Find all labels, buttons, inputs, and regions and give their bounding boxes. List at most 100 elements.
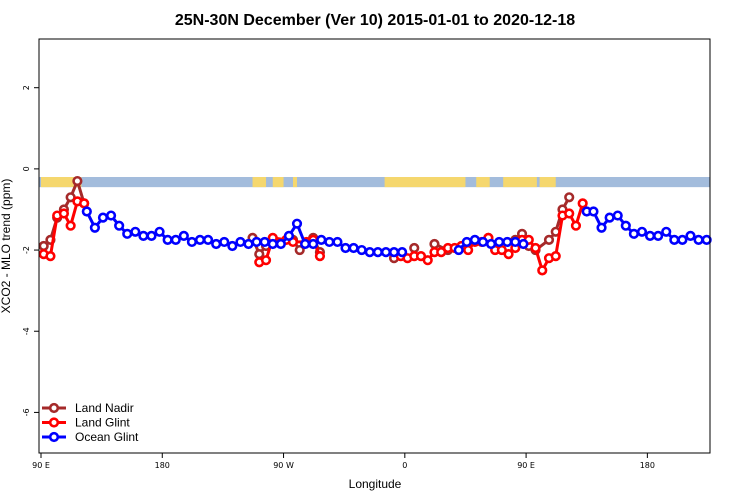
data-point	[79, 198, 90, 209]
data-point	[154, 226, 165, 237]
data-point	[202, 234, 214, 246]
land-span	[384, 177, 466, 188]
data-point	[316, 234, 327, 246]
data-point	[503, 249, 514, 260]
data-point	[463, 244, 474, 256]
legend-swatch-marker	[48, 431, 60, 443]
data-point	[267, 238, 278, 250]
data-point	[294, 244, 305, 256]
legend-item: Ocean Glint	[42, 430, 139, 444]
data-point	[122, 228, 133, 239]
land-span	[41, 177, 82, 188]
series-ocean-glint	[81, 206, 712, 258]
legend-label: Land Nadir	[75, 401, 134, 415]
land-span	[292, 177, 298, 188]
data-point	[429, 238, 440, 250]
data-point	[178, 230, 189, 241]
data-point	[653, 230, 664, 241]
data-point	[260, 255, 272, 266]
data-point	[72, 175, 83, 187]
data-point	[356, 244, 367, 256]
data-point	[254, 249, 265, 260]
data-point	[701, 234, 712, 246]
data-point	[636, 226, 648, 237]
data-point	[58, 208, 70, 219]
data-point	[186, 236, 198, 248]
data-point	[300, 238, 311, 250]
legend-item: Land Nadir	[42, 401, 134, 415]
land-span	[252, 177, 267, 188]
legend-label: Land Glint	[75, 416, 130, 430]
data-point	[324, 236, 335, 248]
data-point	[243, 238, 254, 250]
land-ocean-mask	[39, 177, 710, 188]
legend-label: Ocean Glint	[75, 430, 139, 444]
data-point	[644, 230, 656, 241]
ocean-strip	[39, 177, 710, 188]
data-point	[380, 246, 392, 258]
data-point	[251, 236, 262, 248]
data-point	[275, 238, 286, 250]
data-point	[518, 238, 529, 250]
data-point	[332, 236, 343, 248]
data-point	[477, 236, 489, 248]
data-point	[219, 236, 230, 248]
data-point	[291, 218, 303, 229]
plot-frame	[38, 38, 711, 454]
data-point	[138, 230, 149, 241]
x-tick-label: 180	[640, 461, 655, 470]
data-point	[461, 236, 472, 248]
data-point	[669, 234, 680, 246]
data-point	[364, 246, 375, 258]
data-point	[194, 234, 206, 246]
data-point	[422, 255, 433, 266]
x-tick-label: 180	[155, 461, 170, 470]
x-axis-label: Longitude	[349, 477, 402, 491]
data-point	[211, 238, 222, 250]
data-point	[564, 208, 575, 219]
data-point	[308, 238, 319, 250]
y-tick-label: -4	[22, 327, 31, 335]
data-point	[235, 236, 246, 248]
data-point	[114, 220, 125, 231]
data-point	[81, 206, 92, 217]
data-point	[537, 265, 548, 276]
data-point	[612, 210, 623, 221]
land-span	[539, 177, 556, 188]
y-tick-label: 2	[22, 85, 31, 90]
data-point	[146, 230, 157, 241]
series-layer	[38, 175, 712, 276]
data-point	[543, 234, 555, 246]
legend-swatch-marker	[48, 402, 60, 414]
data-point	[162, 234, 173, 246]
data-point	[693, 234, 704, 246]
data-point	[38, 240, 49, 252]
data-point	[105, 210, 117, 221]
data-point	[564, 192, 575, 203]
y-tick-label: -2	[22, 246, 31, 254]
x-tick-label: 90 W	[273, 461, 294, 470]
data-point	[388, 246, 400, 258]
data-point	[550, 251, 561, 262]
data-point	[340, 242, 351, 254]
land-span	[476, 177, 490, 188]
data-point	[227, 240, 238, 252]
data-point	[661, 226, 672, 237]
data-point	[502, 236, 513, 248]
x-tick-label: 90 E	[517, 461, 535, 470]
data-point	[577, 198, 588, 209]
data-point	[130, 226, 141, 237]
data-point	[409, 242, 420, 254]
data-point	[372, 246, 383, 258]
x-tick-label: 0	[402, 461, 407, 470]
data-point	[530, 242, 541, 254]
data-point	[677, 234, 688, 246]
data-point	[397, 246, 408, 258]
data-point	[469, 234, 480, 246]
y-tick-label: -6	[22, 408, 31, 416]
data-point	[596, 222, 607, 233]
chart-title: 25N-30N December (Ver 10) 2015-01-01 to …	[175, 12, 575, 29]
y-tick-label: 0	[22, 166, 31, 171]
data-point	[89, 222, 100, 233]
